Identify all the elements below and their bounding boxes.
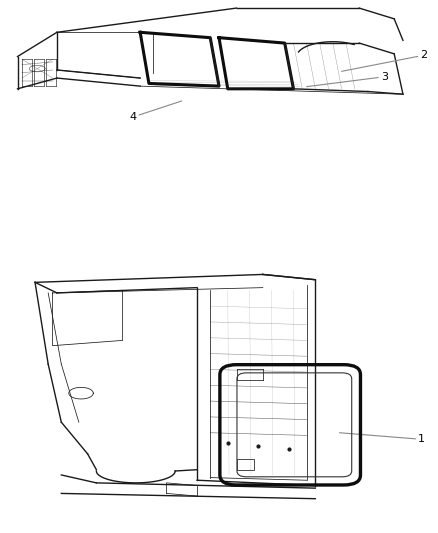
Text: 1: 1 — [339, 433, 425, 445]
Text: 4: 4 — [129, 101, 182, 122]
Text: 3: 3 — [307, 72, 388, 87]
Text: 2: 2 — [342, 50, 427, 71]
